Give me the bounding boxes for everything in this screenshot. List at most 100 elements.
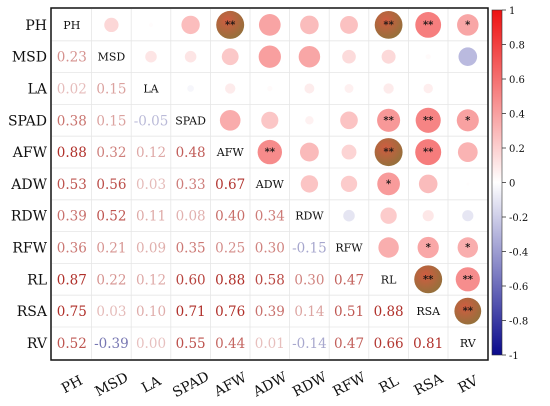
correlation-value: 0.09 — [136, 241, 166, 257]
y-axis-label: RDW — [11, 209, 48, 225]
correlation-value: -0.39 — [94, 336, 129, 352]
x-axis-label: LA — [139, 373, 164, 397]
correlation-circle — [148, 22, 154, 28]
y-axis-label: RSA — [17, 304, 48, 320]
correlation-circle — [221, 48, 239, 66]
x-axis-label: RL — [377, 373, 402, 396]
correlation-circle — [458, 47, 478, 67]
correlation-value: 0.48 — [176, 145, 206, 161]
x-axis-label: MSD — [93, 370, 132, 401]
correlation-circle — [342, 49, 356, 64]
correlation-value: 0.53 — [57, 177, 87, 193]
correlation-circle — [300, 15, 319, 35]
correlation-value: 0.40 — [215, 209, 245, 225]
colorbar-gradient — [491, 9, 503, 356]
significance-mark: ** — [463, 274, 474, 285]
y-axis-label: LA — [28, 82, 48, 98]
diagonal-label: AFW — [216, 146, 245, 159]
correlation-circle — [340, 175, 358, 193]
correlation-value: 0.03 — [136, 177, 166, 193]
correlation-value: 0.33 — [176, 177, 206, 193]
correlation-value: 0.87 — [57, 272, 87, 288]
significance-mark: ** — [265, 147, 276, 158]
correlation-value: 0.67 — [215, 177, 245, 193]
correlation-circle — [455, 267, 480, 292]
x-axis-label: RV — [456, 373, 482, 397]
y-axis-label: ADW — [10, 177, 47, 193]
y-axis-label: SPAD — [8, 113, 47, 129]
correlation-value: 0.08 — [176, 209, 206, 225]
x-axis-label: RDW — [290, 369, 330, 400]
colorbar: 1 0.8 0.6 0.4 0.2 0 -0.2 -0.4 -0.6 -0.8 -1 — [491, 6, 528, 362]
correlation-value: 0.44 — [215, 336, 245, 352]
diagonal-label: RSA — [416, 305, 441, 318]
correlation-circle — [304, 83, 315, 94]
correlation-circle — [258, 14, 281, 36]
correlation-value: 0.47 — [334, 272, 364, 288]
correlation-circle — [462, 210, 474, 222]
heatmap-grid — [52, 9, 488, 359]
correlation-circle — [417, 236, 439, 259]
y-axis-label: AFW — [12, 145, 48, 161]
correlation-circle — [184, 50, 197, 63]
correlation-value: 0.35 — [176, 241, 206, 257]
correlation-circle — [104, 17, 119, 33]
correlation-value: -0.05 — [134, 113, 169, 129]
correlation-circle — [415, 11, 442, 38]
correlation-circle — [305, 116, 314, 125]
correlation-circle — [340, 15, 358, 34]
correlation-value: 0.39 — [255, 304, 285, 320]
correlation-circle — [299, 142, 319, 162]
correlation-value: 0.75 — [57, 304, 87, 320]
colorbar-tick-label: -1 — [509, 351, 519, 362]
significance-mark: * — [465, 115, 471, 126]
colorbar-tick-label: -0.4 — [509, 248, 528, 259]
correlation-circle — [374, 11, 403, 39]
correlation-value: 0.22 — [96, 272, 126, 288]
correlation-circle — [457, 237, 479, 258]
significance-mark: * — [465, 20, 471, 31]
correlation-circle — [466, 87, 470, 90]
y-axis-label: MSD — [12, 50, 47, 66]
colorbar-tick-label: 0.4 — [509, 110, 525, 121]
correlation-value: -0.14 — [292, 336, 327, 352]
correlation-value: 0.56 — [96, 177, 126, 193]
x-axis-label: RSA — [412, 370, 447, 399]
significance-mark: ** — [423, 147, 434, 158]
significance-mark: ** — [383, 147, 394, 158]
correlation-value: 0.03 — [96, 304, 126, 320]
correlation-value: 0.34 — [255, 209, 285, 225]
significance-mark: * — [465, 243, 471, 254]
correlation-circle — [415, 107, 441, 133]
correlation-value: 0.71 — [176, 304, 206, 320]
correlation-value: 0.52 — [96, 209, 126, 225]
correlation-circle — [187, 85, 194, 92]
correlation-circle — [145, 50, 157, 63]
correlation-circle — [377, 172, 400, 196]
correlation-value: 0.47 — [334, 336, 364, 352]
correlation-circle — [423, 83, 433, 94]
correlation-value: 0.14 — [294, 304, 324, 320]
x-axis-label: ADW — [250, 369, 290, 401]
correlation-circle — [414, 265, 443, 294]
y-axis-label: RV — [27, 336, 48, 352]
correlation-circle — [298, 45, 321, 68]
correlation-value: 0.12 — [136, 272, 166, 288]
correlation-value: 0.01 — [255, 336, 285, 352]
significance-mark: * — [386, 179, 392, 190]
y-axis-label: RL — [27, 272, 47, 288]
correlation-circle — [377, 108, 401, 132]
correlation-value: 0.11 — [136, 209, 166, 225]
correlation-circle — [343, 209, 355, 222]
correlation-circle — [456, 109, 479, 132]
correlation-value: 0.30 — [294, 272, 324, 288]
correlation-value: 0.10 — [136, 304, 166, 320]
correlation-value: 0.52 — [57, 336, 87, 352]
colorbar-tick-label: 1 — [509, 6, 515, 17]
correlation-value: 0.15 — [96, 82, 126, 98]
y-axis-label: PH — [25, 18, 47, 34]
diagonal-label: SPAD — [175, 114, 206, 127]
correlation-circle — [457, 142, 478, 162]
plot-frame — [50, 7, 489, 361]
